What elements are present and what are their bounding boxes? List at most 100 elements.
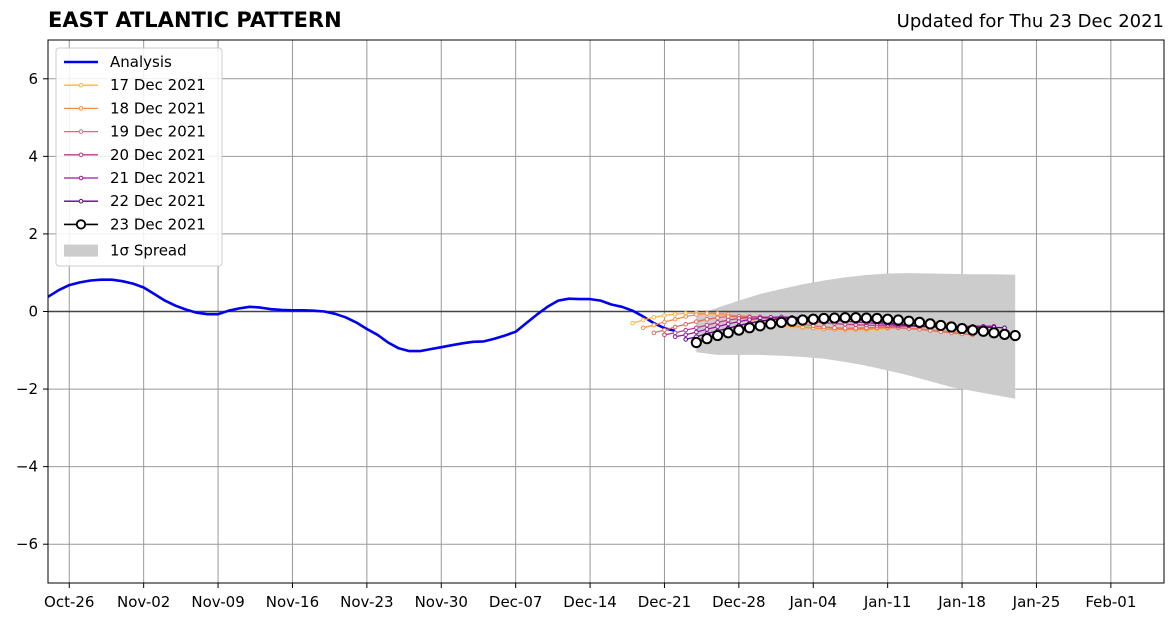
forecast-point	[715, 311, 720, 316]
x-tick-label: Nov-02	[117, 593, 170, 611]
legend-label: 23 Dec 2021	[110, 215, 206, 233]
forecast-point	[842, 325, 848, 331]
x-tick-label: Oct-26	[44, 593, 94, 611]
x-tick-label: Nov-09	[191, 593, 244, 611]
forecast-point	[736, 319, 742, 324]
forecast-point	[743, 322, 756, 334]
forecast-point	[722, 327, 734, 339]
forecast-point	[683, 337, 689, 342]
x-axis: Oct-26 Nov-02 Nov-09 Nov-16 Nov-23 Nov-30 Dec-…	[44, 583, 1136, 611]
forecast-point	[725, 317, 731, 323]
forecast-point	[821, 324, 827, 330]
x-tick-label: Dec-14	[563, 593, 617, 611]
forecast-point	[715, 315, 720, 321]
legend-marker	[78, 82, 84, 88]
forecast-point	[651, 330, 657, 336]
legend-box	[55, 47, 223, 267]
forecast-point	[672, 311, 678, 317]
legend-label: 17 Dec 2021	[110, 76, 206, 94]
forecast-point	[998, 328, 1011, 340]
forecast-point	[871, 312, 883, 325]
forecast-point	[694, 329, 699, 335]
forecast-point	[640, 317, 646, 323]
legend: Analysis 17 Dec 2021 18 Dec 2021 19 Dec 202…	[55, 47, 223, 267]
forecast-point	[651, 322, 657, 328]
forecast-point	[683, 321, 689, 327]
forecast-point	[924, 318, 936, 330]
forecast-point	[1009, 329, 1021, 342]
forecast-point	[640, 325, 646, 331]
forecast-point	[715, 320, 720, 325]
forecast-point	[775, 316, 787, 328]
x-tick-label: Nov-30	[415, 593, 468, 611]
forecast-point	[683, 327, 689, 333]
legend-marker	[78, 129, 84, 134]
forecast-point	[956, 322, 968, 335]
forecast-point	[903, 315, 915, 327]
forecast-point	[694, 312, 699, 317]
x-tick-label: Jan-04	[788, 593, 837, 611]
x-tick-label: Nov-23	[340, 593, 393, 611]
forecast-point	[892, 314, 904, 326]
x-tick-label: Dec-21	[638, 593, 692, 611]
forecast-point	[797, 314, 809, 326]
legend-label: 22 Dec 2021	[110, 192, 206, 210]
forecast-point	[913, 316, 926, 328]
forecast-point	[712, 329, 724, 342]
forecast-point	[754, 320, 766, 332]
forecast-point	[882, 313, 894, 325]
forecast-point	[690, 336, 702, 349]
forecast-point	[832, 325, 837, 331]
x-tick-label: Feb-01	[1085, 593, 1136, 611]
forecast-point	[704, 311, 710, 316]
x-tick-label: Jan-11	[863, 593, 912, 611]
forecast-point	[694, 325, 699, 331]
legend-marker	[78, 152, 84, 158]
x-tick-label: Jan-25	[1012, 593, 1061, 611]
legend-marker	[78, 198, 84, 204]
x-tick-label: Dec-28	[712, 593, 766, 611]
forecast-point	[818, 312, 830, 325]
forecast-point	[662, 319, 667, 325]
legend-label: 21 Dec 2021	[110, 169, 206, 187]
analysis-line	[47, 278, 676, 353]
legend-swatch	[64, 244, 98, 257]
x-tick-label: Jan-18	[937, 593, 986, 611]
x-tick-label: Nov-16	[266, 593, 319, 611]
forecast-point	[704, 322, 710, 328]
y-tick-label: 4	[28, 147, 38, 165]
forecast-point	[786, 315, 798, 327]
y-tick-label: −6	[16, 535, 38, 553]
forecast-point	[828, 312, 841, 324]
forecast-point	[651, 315, 657, 320]
chart-subtitle: Updated for Thu 23 Dec 2021	[896, 11, 1164, 32]
legend-label: Analysis	[110, 53, 172, 71]
legend-label: 19 Dec 2021	[110, 123, 206, 141]
forecast-point	[988, 327, 1000, 339]
y-tick-label: −4	[16, 458, 38, 476]
forecast-point	[672, 330, 678, 336]
forecast-point	[807, 313, 819, 325]
forecast-point	[683, 314, 689, 319]
forecast-point	[672, 324, 678, 330]
y-axis: −6 −4 −2 0 2 4 6	[16, 70, 48, 553]
x-tick-label: Dec-07	[489, 593, 543, 611]
forecast-point	[733, 324, 745, 336]
forecast-point	[715, 324, 720, 329]
forecast-point	[630, 320, 635, 326]
forecast-point	[967, 324, 979, 336]
forecast-point	[765, 318, 777, 330]
forecast-point	[725, 321, 731, 327]
y-tick-label: 0	[28, 303, 38, 321]
y-tick-label: −2	[16, 380, 38, 398]
forecast-point	[672, 316, 678, 322]
forecast-point	[850, 312, 862, 324]
forecast-point	[662, 313, 667, 318]
y-tick-label: 2	[28, 225, 38, 243]
spread-band	[696, 273, 1016, 399]
forecast-point	[860, 312, 873, 324]
legend-label: 1σ Spread	[110, 242, 187, 260]
forecast-point	[694, 319, 699, 324]
series-layer	[47, 278, 1021, 353]
